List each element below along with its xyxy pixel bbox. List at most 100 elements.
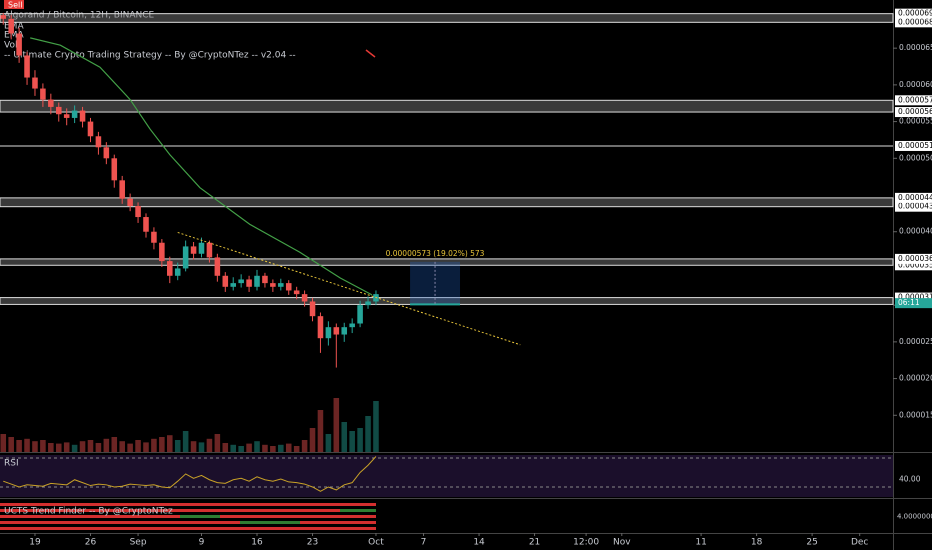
- x-tick-label: 16: [251, 538, 263, 548]
- ema-line: [30, 37, 373, 296]
- volume-bar: [325, 434, 332, 452]
- volume-bar: [111, 437, 118, 452]
- volume-bar: [278, 444, 284, 452]
- volume-bar: [309, 428, 316, 452]
- volume-bar: [285, 443, 292, 452]
- volume-bar: [270, 446, 276, 452]
- x-tick-label: Sep: [130, 538, 147, 548]
- indicator: Vol: [4, 41, 17, 51]
- candle-body: [333, 327, 340, 335]
- volume-bar: [151, 438, 157, 452]
- y-tick-label: 0.00002500: [899, 337, 932, 346]
- candle-body: [238, 279, 244, 284]
- volume-bar: [79, 441, 86, 452]
- countdown-box: [895, 298, 932, 309]
- x-tick-label: 18: [751, 538, 763, 548]
- volume-bar: [190, 441, 197, 452]
- candle-body: [317, 316, 324, 339]
- price-label: 0.00005630: [898, 107, 932, 116]
- volume-bar: [119, 441, 125, 452]
- volume-bar: [48, 443, 54, 452]
- volume-bar: [206, 438, 213, 452]
- price-label: 0.00003543: [898, 260, 932, 269]
- candle-body: [111, 158, 118, 181]
- price-label: 0.00006970: [898, 9, 932, 18]
- price-label-box: [895, 253, 932, 264]
- volume-bar: [24, 438, 30, 452]
- signal: Sell: [8, 1, 22, 10]
- volume-bar: [230, 444, 236, 452]
- volume-bar: [127, 443, 133, 452]
- candle-body: [48, 99, 54, 107]
- price-label-box: [895, 201, 932, 212]
- candle-body: [135, 206, 141, 218]
- signal-tag: [4, 0, 24, 9]
- volume-bar: [167, 435, 173, 452]
- candle-body: [87, 121, 94, 137]
- price-label-box: [895, 8, 932, 19]
- volume-bar: [55, 443, 62, 452]
- candle-body: [278, 283, 284, 287]
- countdown: 06:11: [898, 298, 920, 307]
- volume-bar: [254, 441, 260, 452]
- volume-bar: [0, 434, 7, 452]
- volume-bar: [103, 438, 110, 452]
- price-label: 0.00004341: [898, 202, 932, 211]
- drawing-mark: [365, 49, 376, 58]
- volume-bar: [174, 440, 181, 452]
- candle-body: [325, 327, 332, 339]
- candle-body: [301, 294, 308, 302]
- rsi-tick-label: 40.00: [899, 475, 921, 484]
- y-tick-label: 0.00006500: [899, 43, 932, 52]
- candle-body: [103, 147, 110, 159]
- candle-body: [71, 110, 78, 118]
- price-label: 0.00004461: [898, 193, 932, 202]
- candle-body: [127, 198, 133, 207]
- candle-body: [222, 275, 229, 287]
- candle-body: [95, 136, 102, 148]
- candle-body: [349, 323, 355, 328]
- trendline: [177, 231, 521, 346]
- volume-bar: [365, 416, 371, 452]
- x-tick-label: Oct: [368, 538, 384, 548]
- rsi-panel: [0, 455, 893, 497]
- y-tick-label: 0.00005500: [899, 117, 932, 126]
- candle-body: [16, 33, 22, 56]
- candle-body: [365, 301, 371, 306]
- rsi-line: [3, 456, 377, 492]
- volume-bar: [71, 444, 78, 452]
- volume-bar: [262, 444, 268, 452]
- volume-bar: [40, 440, 46, 452]
- price-label: 0.00005790: [898, 95, 932, 104]
- volume-bar: [238, 446, 244, 452]
- y-tick-label: 0.00002000: [899, 374, 932, 383]
- trend-title: UCTS Trend Finder -- By @CryptoNTez: [4, 507, 173, 517]
- volume-bar: [222, 443, 229, 452]
- y-tick-label: 0.00006000: [899, 80, 932, 89]
- candle-body: [190, 246, 197, 254]
- candle-body: [63, 114, 70, 118]
- stripe: [0, 503, 376, 506]
- x-tick-label: Dec: [851, 538, 868, 548]
- volume-bar: [293, 446, 300, 452]
- candle-body: [262, 275, 268, 284]
- symbol: Algorand / Bitcoin, 12H, BINANCE: [4, 11, 155, 21]
- candle-body: [357, 305, 363, 324]
- candle-body: [309, 301, 316, 317]
- price-label-box: [895, 140, 932, 151]
- x-tick-label: 25: [806, 538, 817, 548]
- volume-bar: [341, 422, 348, 452]
- candle-body: [198, 242, 205, 254]
- volume-bar: [182, 431, 189, 452]
- x-tick-label: 26: [85, 538, 97, 548]
- candle-body: [32, 77, 38, 89]
- volume-bar: [95, 443, 102, 452]
- indicator: -- Ultimate Crypto Trading Strategy -- B…: [4, 51, 296, 61]
- x-tick-label: 21: [529, 538, 540, 548]
- volume-bar: [16, 440, 22, 452]
- price-label: 0.00003103: [898, 293, 932, 302]
- trend-tick-label: 4.00000000: [897, 513, 932, 521]
- candle-body: [0, 15, 7, 19]
- zone: [0, 13, 894, 23]
- volume-bar: [135, 440, 141, 452]
